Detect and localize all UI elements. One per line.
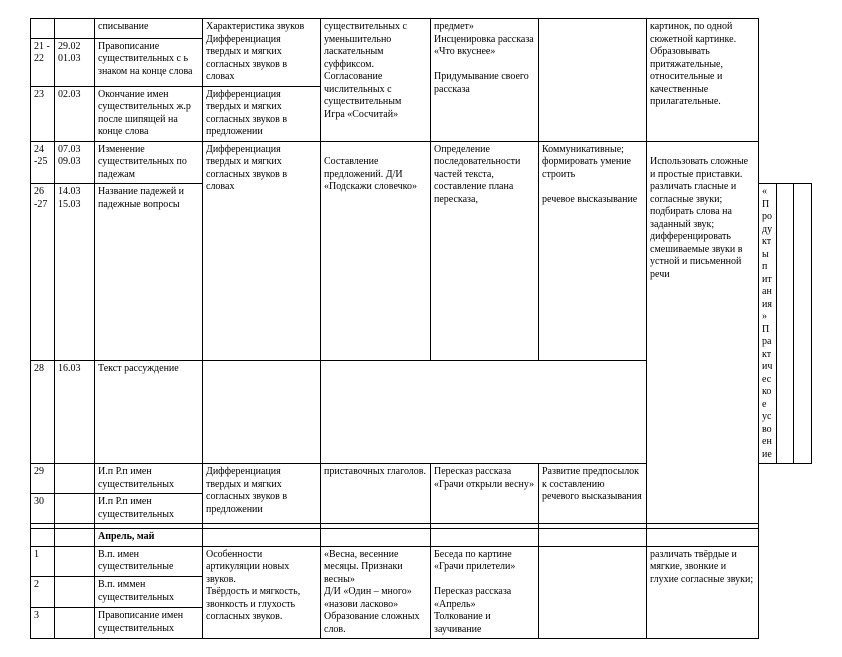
table-cell: [31, 19, 55, 39]
table-cell: В.п. имен существительные: [95, 546, 203, 577]
table-cell: [55, 529, 95, 547]
table-cell: Беседа по картине «Грачи прилетели»Перес…: [431, 546, 539, 639]
table-cell: Изменение существительных по падежам: [95, 141, 203, 184]
table-cell: [55, 464, 95, 494]
table-row: 1В.п. имен существительныеОсобенности ар…: [31, 546, 812, 577]
table-cell: В.п. иммен существительных: [95, 577, 203, 608]
table-cell: 23: [31, 86, 55, 141]
table-cell: И.п Р.п имен существительных: [95, 464, 203, 494]
table-row: списываниеХарактеристика звуковДифференц…: [31, 19, 812, 39]
table-cell: Правописание существительных с ь знаком …: [95, 38, 203, 86]
table-cell: [539, 529, 647, 547]
table-cell: 29.0201.03: [55, 38, 95, 86]
table-cell: [203, 360, 321, 463]
curriculum-table: списываниеХарактеристика звуковДифференц…: [30, 18, 812, 639]
table-cell: Использовать сложные и простые приставки…: [647, 141, 759, 524]
table-cell: «Весна, весенние месяцы. Признаки весны»…: [321, 546, 431, 639]
table-cell: [55, 19, 95, 39]
table-cell: [55, 494, 95, 524]
table-cell: Пересказ рассказа «Грачи открыли весну»: [431, 464, 539, 524]
table-cell: [431, 529, 539, 547]
table-cell: приставочных глаголов.: [321, 464, 431, 524]
table-cell: Правописание имен существительных: [95, 608, 203, 639]
table-cell: 1: [31, 546, 55, 577]
table-cell: 3: [31, 608, 55, 639]
table-cell: 07.0309.03: [55, 141, 95, 184]
table-cell: Особенности артикуляции новых звуков.Твё…: [203, 546, 321, 639]
table-cell: [31, 529, 55, 547]
table-cell: 21 - 22: [31, 38, 55, 86]
table-cell: картинок, по одной сюжетной картинке.Обр…: [647, 19, 759, 142]
table-cell: 28: [31, 360, 55, 463]
table-cell: [539, 546, 647, 639]
table-cell: 30: [31, 494, 55, 524]
table-cell: Развитие предпосылок к составлению речев…: [539, 464, 647, 524]
table-cell: 16.03: [55, 360, 95, 463]
table-cell: Составление предложений. Д/И «Подскажи с…: [321, 141, 431, 360]
table-cell: Апрель, май: [95, 529, 203, 547]
table-cell: Характеристика звуковДифференциация твер…: [203, 19, 321, 87]
table-cell: [55, 546, 95, 577]
table-cell: [539, 19, 647, 142]
table-cell: [55, 608, 95, 639]
table-cell: предмет»Инсценировка рассказа «Что вкусн…: [431, 19, 539, 142]
table-cell: 24 -25: [31, 141, 55, 184]
table-cell: [776, 184, 794, 464]
table-cell: [321, 529, 431, 547]
table-cell: [794, 184, 812, 464]
table-cell: различать твёрдые и мягкие, звонкие и гл…: [647, 546, 759, 639]
table-cell: Определение последовательности частей те…: [431, 141, 539, 360]
table-cell: Окончание имен существительных ж.р после…: [95, 86, 203, 141]
table-cell: 26 -27: [31, 184, 55, 361]
table-cell: 2: [31, 577, 55, 608]
table-cell: 14.0315.03: [55, 184, 95, 361]
table-cell: Текст рассуждение: [95, 360, 203, 463]
table-cell: 02.03: [55, 86, 95, 141]
table-cell: существительных с уменьшительно ласкател…: [321, 19, 431, 142]
table-cell: И.п Р.п имен существительных: [95, 494, 203, 524]
table-row: 24 -2507.0309.03Изменение существительны…: [31, 141, 812, 184]
table-cell: [203, 529, 321, 547]
table-cell: [647, 529, 759, 547]
table-row: Апрель, май: [31, 529, 812, 547]
table-cell: списывание: [95, 19, 203, 39]
table-cell: Дифференциация твердых и мягких согласны…: [203, 464, 321, 524]
table-cell: Дифференциация твердых и мягких согласны…: [203, 86, 321, 141]
table-cell: «Продукты питания»Практическое усвоение: [759, 184, 777, 464]
table-cell: [55, 577, 95, 608]
table-cell: Коммуникативные; формировать умение стро…: [539, 141, 647, 360]
table-cell: Название падежей и падежные вопросы: [95, 184, 203, 361]
table-cell: 29: [31, 464, 55, 494]
table-cell: Дифференциация твердых и мягких согласны…: [203, 141, 321, 360]
